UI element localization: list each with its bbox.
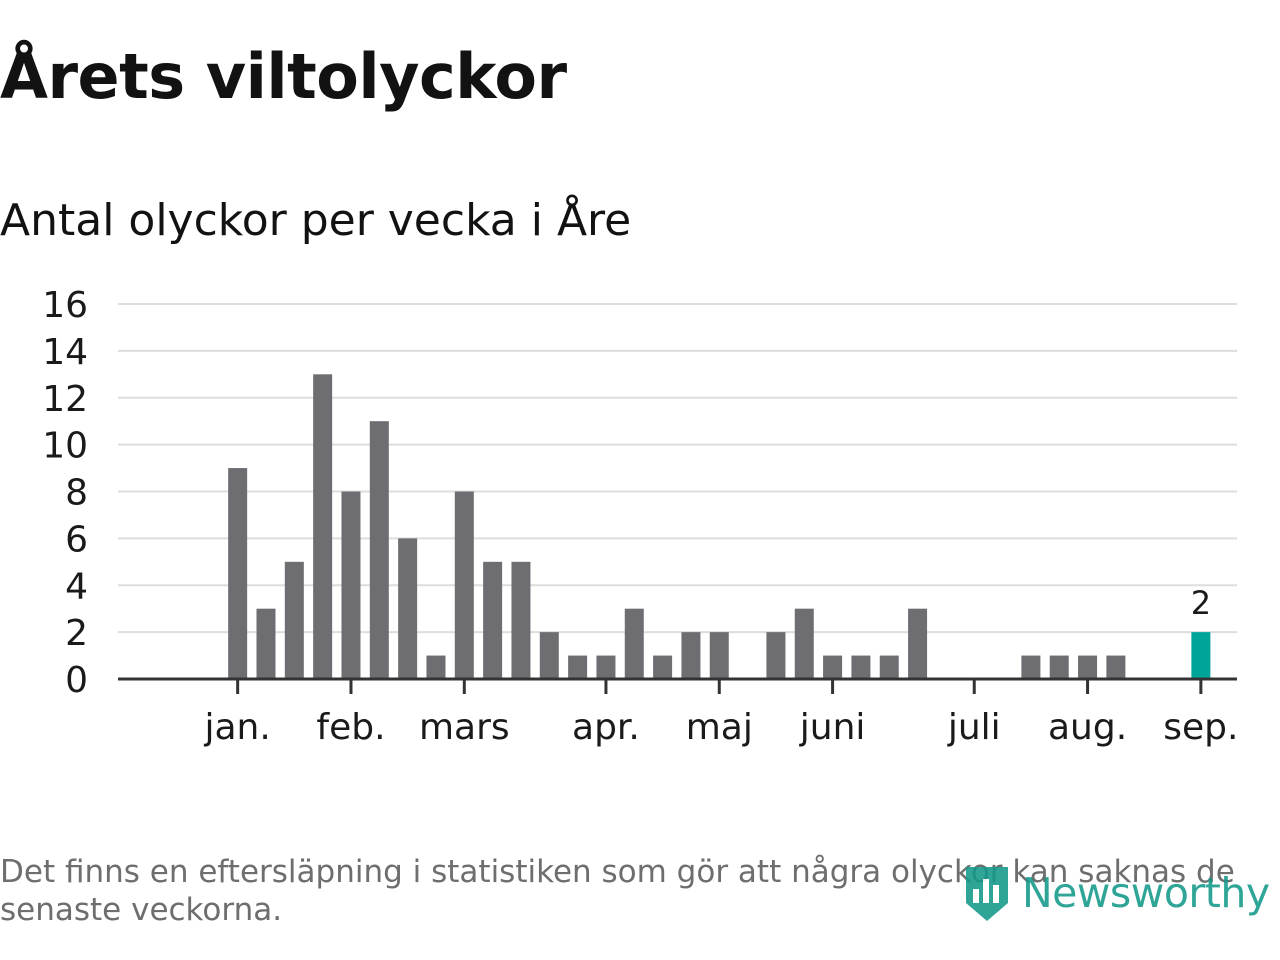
bar	[596, 655, 616, 679]
footnote: Det finns en eftersläpning i statistiken…	[0, 854, 1235, 928]
bar	[511, 561, 531, 679]
bar-highlight	[1191, 632, 1211, 679]
x-tick-label: juli	[947, 707, 1001, 748]
y-tick-label: 16	[42, 285, 88, 326]
bar	[341, 491, 361, 679]
bar-chart: 0 2 4 6 8 10 12 14 16 jan. feb. mars apr. maj juni jul…	[42, 285, 1238, 748]
y-tick-label: 14	[42, 332, 88, 373]
bar	[568, 655, 588, 679]
bar	[709, 632, 729, 679]
bar	[681, 632, 701, 679]
bar	[823, 655, 843, 679]
bar	[284, 561, 304, 679]
bar	[426, 655, 446, 679]
bar	[228, 468, 248, 679]
x-tick-label: maj	[686, 707, 753, 748]
bar	[879, 655, 899, 679]
chart-title: Årets viltolyckor	[0, 40, 567, 113]
bar	[369, 421, 389, 679]
x-tick-label: aug.	[1048, 707, 1127, 748]
data-labels: 2	[1191, 584, 1211, 622]
bar	[1106, 655, 1126, 679]
y-tick-label: 10	[42, 426, 88, 467]
newsworthy-logo: Newsworthy	[962, 858, 1270, 928]
data-label: 2	[1191, 584, 1211, 622]
y-tick-label: 4	[65, 566, 88, 607]
bar	[313, 374, 333, 679]
bar	[256, 608, 276, 679]
y-tick-label: 2	[65, 613, 88, 654]
y-axis-ticks: 0 2 4 6 8 10 12 14 16	[42, 285, 88, 701]
bar	[1021, 655, 1041, 679]
y-tick-label: 8	[65, 473, 88, 514]
bar	[794, 608, 814, 679]
bars	[228, 374, 1211, 679]
x-tick-label: mars	[419, 707, 510, 748]
bar	[1078, 655, 1098, 679]
bar	[653, 655, 673, 679]
x-tick-label: apr.	[572, 707, 640, 748]
y-tick-label: 12	[42, 379, 88, 420]
x-axis-ticks: jan. feb. mars apr. maj juni juli aug. sep.	[203, 679, 1238, 748]
x-tick-label: feb.	[316, 707, 385, 748]
chart-subtitle: Antal olyckor per vecka i Åre	[0, 195, 632, 246]
y-tick-label: 6	[65, 519, 88, 560]
gridlines	[118, 303, 1237, 634]
bar-chart-shield-icon	[966, 867, 1008, 921]
bar	[851, 655, 871, 679]
x-tick-label: juni	[799, 707, 866, 748]
bar	[539, 632, 559, 679]
bar	[454, 491, 474, 679]
y-tick-label: 0	[65, 660, 88, 701]
bar	[398, 538, 418, 679]
bar	[1049, 655, 1069, 679]
bar	[624, 608, 644, 679]
brand-name: Newsworthy	[1022, 869, 1270, 917]
x-tick-label: sep.	[1163, 707, 1238, 748]
bar	[766, 632, 786, 679]
x-tick-label: jan.	[203, 707, 270, 748]
bar	[908, 608, 928, 679]
bar	[483, 561, 503, 679]
